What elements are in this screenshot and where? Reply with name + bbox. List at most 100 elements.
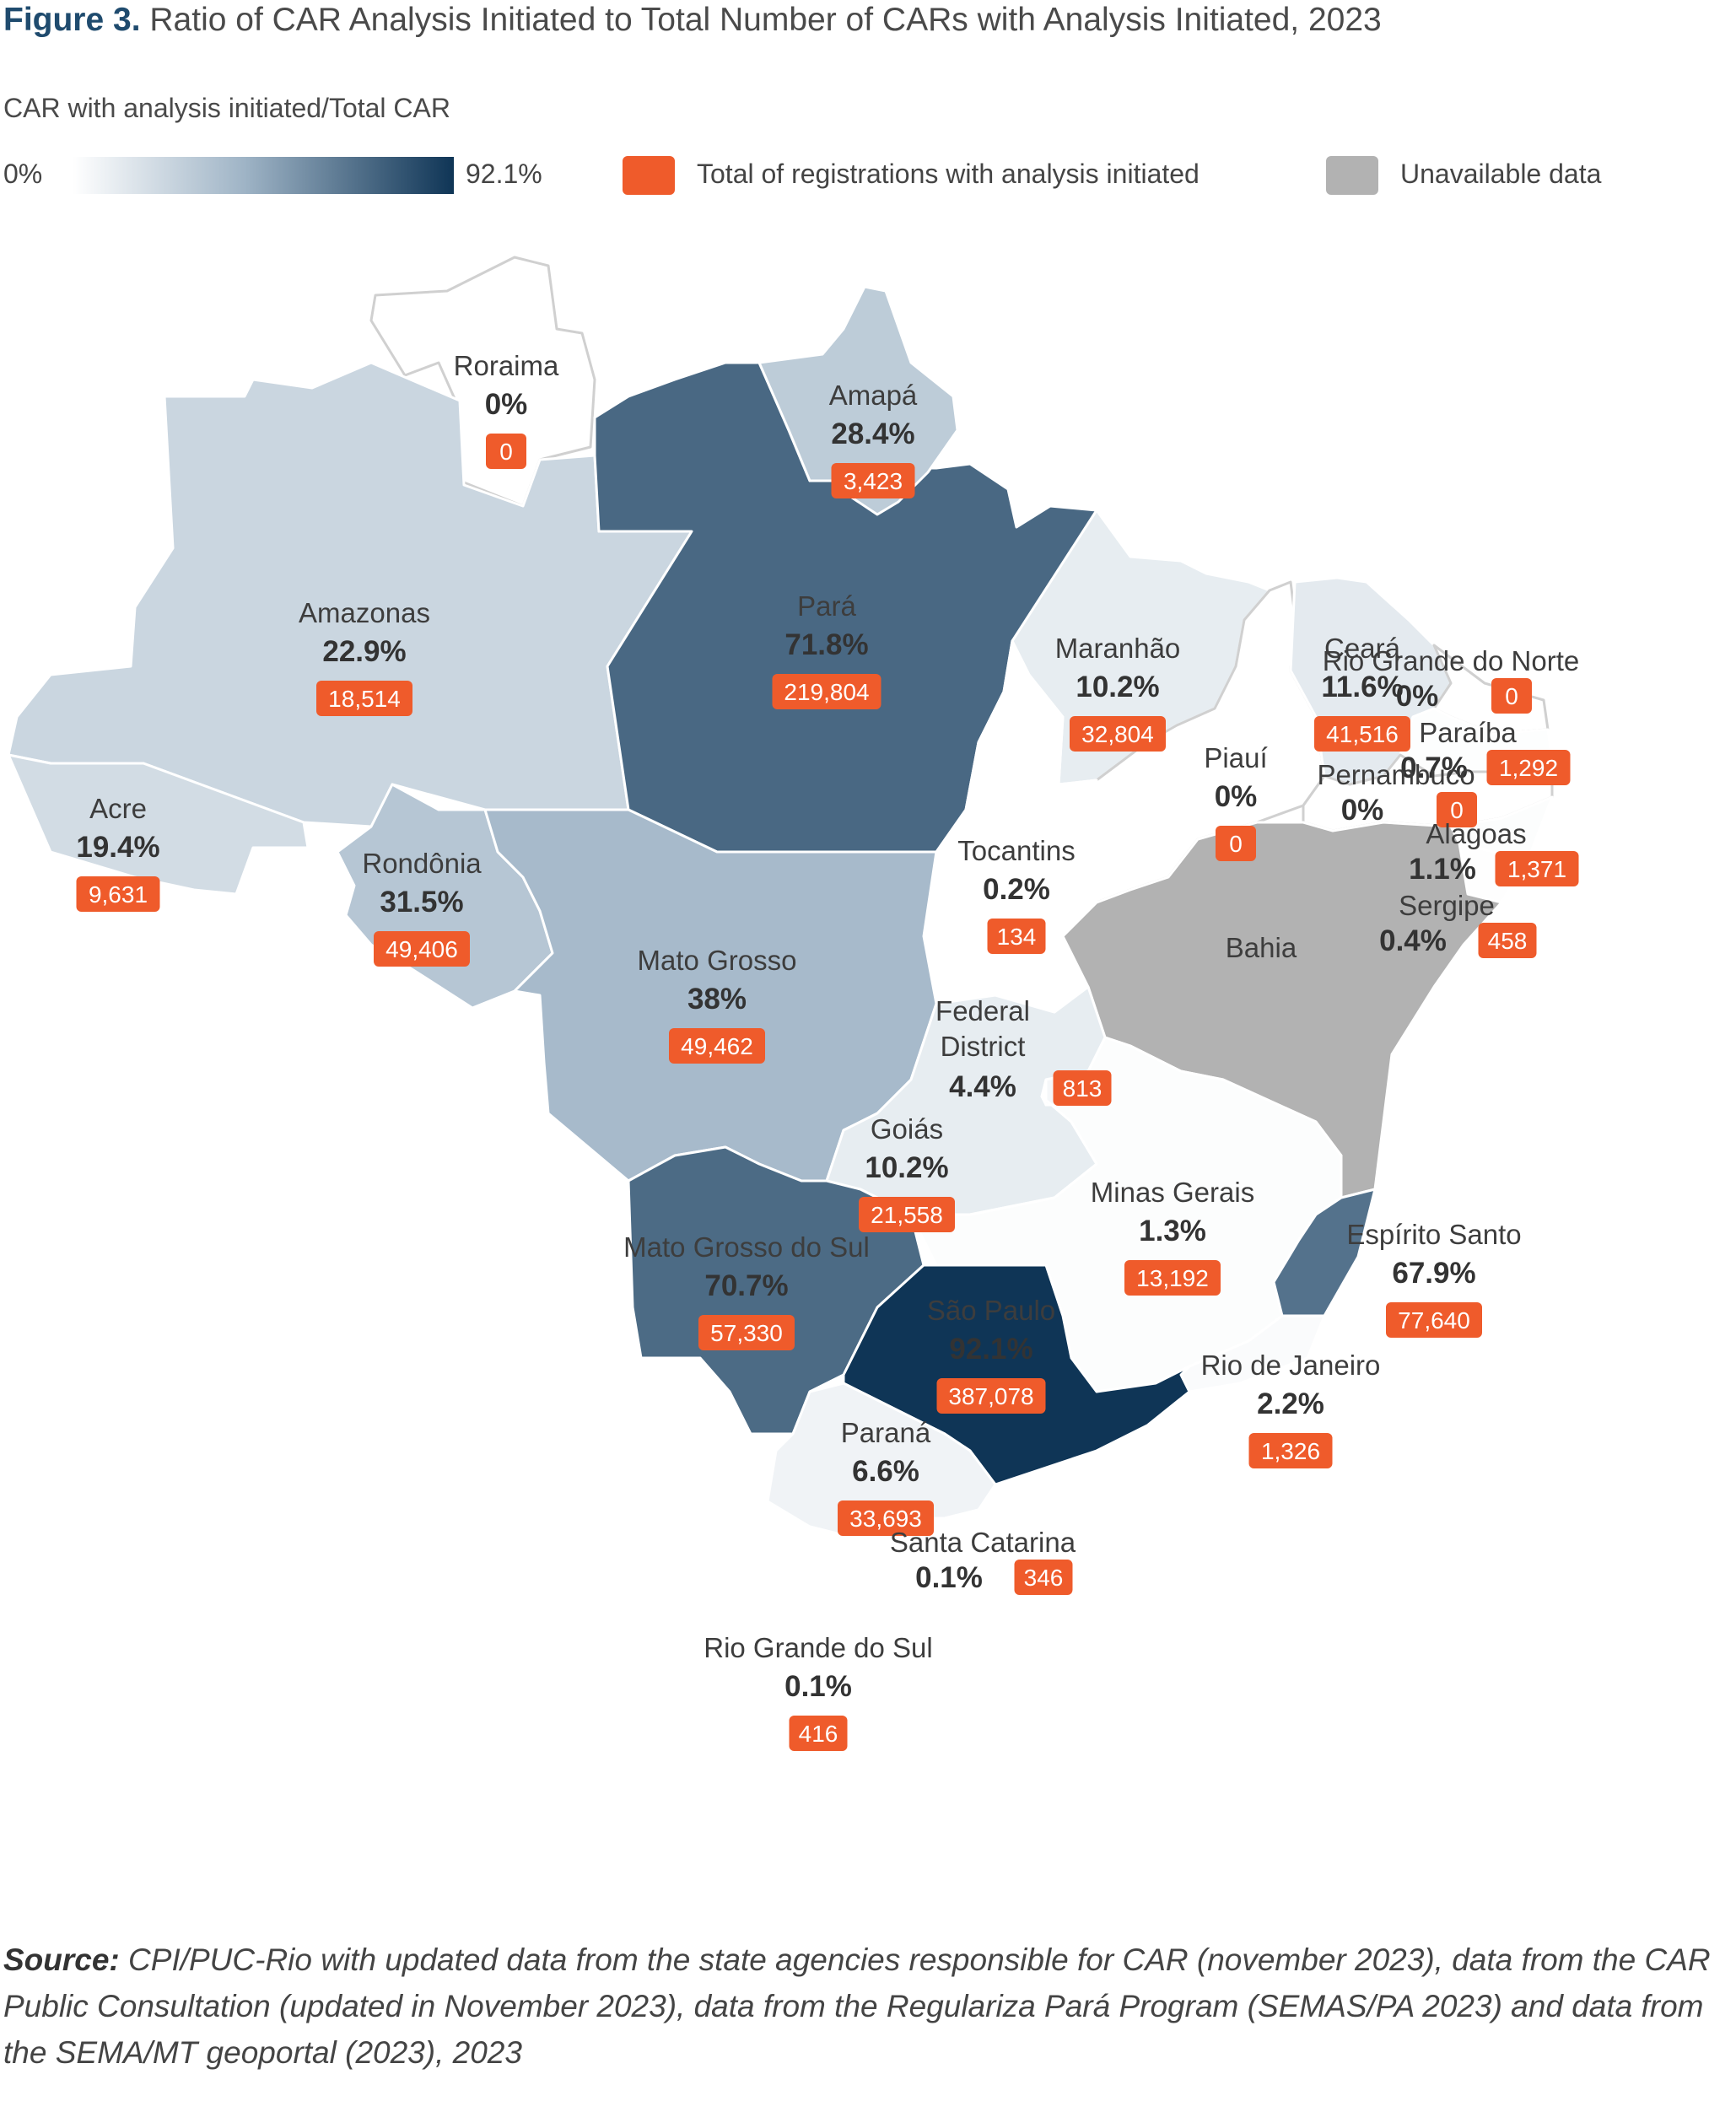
figure-title-text: Ratio of CAR Analysis Initiated to Total… bbox=[149, 2, 1382, 38]
state-count-rondonia: 49,406 bbox=[385, 936, 458, 962]
state-count-pernambuco: 0 bbox=[1450, 797, 1464, 823]
state-pct-alagoas: 1.1% bbox=[1409, 853, 1476, 886]
state-count-tocantins-box bbox=[987, 919, 1046, 954]
state-count-ceara-box bbox=[1314, 716, 1410, 752]
state-pct-mato-grosso-do-sul: 70.7% bbox=[704, 1269, 788, 1302]
state-count-rondonia-box bbox=[374, 931, 470, 967]
state-name-ceara: Ceará bbox=[1324, 633, 1401, 664]
legend: 0% 92.1% Total of registrations with ana… bbox=[0, 152, 1736, 202]
state-count-santa-catarina: 346 bbox=[1024, 1565, 1064, 1591]
state-count-rio-grande-do-sul-box bbox=[789, 1716, 848, 1751]
state-count-amazonas-box bbox=[316, 681, 412, 716]
state-count-ceara: 41,516 bbox=[1326, 721, 1399, 747]
state-count-roraima-box bbox=[486, 434, 526, 469]
source-text: CPI/PUC-Rio with updated data from the s… bbox=[3, 1942, 1711, 2070]
source-label: Source: bbox=[3, 1942, 120, 1977]
state-count-paraiba: 1,292 bbox=[1499, 755, 1558, 781]
state-pct-paraiba: 0.7% bbox=[1400, 752, 1468, 784]
state-name-mato-grosso-do-sul: Mato Grosso do Sul bbox=[623, 1231, 870, 1263]
state-amapa[interactable] bbox=[757, 285, 959, 516]
state-pct-tocantins: 0.2% bbox=[983, 873, 1050, 906]
legend-min-label: 0% bbox=[3, 159, 43, 189]
state-count-para: 219,804 bbox=[784, 679, 869, 705]
state-name-paraiba: Paraíba bbox=[1419, 717, 1517, 748]
state-pct-goias: 10.2% bbox=[865, 1151, 948, 1184]
state-count-minas-gerais-box bbox=[1124, 1260, 1221, 1296]
state-name-amazonas: Amazonas bbox=[299, 597, 430, 628]
state-count-pernambuco-box bbox=[1437, 792, 1477, 827]
state-count-rio-grande-do-norte: 0 bbox=[1505, 683, 1518, 709]
state-count-maranhao-box bbox=[1070, 716, 1166, 752]
state-pct-parana: 6.6% bbox=[852, 1455, 919, 1488]
state-count-goias: 21,558 bbox=[871, 1202, 943, 1228]
state-name-bahia: Bahia bbox=[1226, 932, 1297, 963]
state-pct-mato-grosso: 38% bbox=[687, 983, 747, 1016]
brazil-map: Roraima 0% 0 Amapá 28.4% 3,423 Amazonas 22.9% 18… bbox=[7, 256, 1579, 1840]
state-count-santa-catarina-box bbox=[1014, 1560, 1073, 1595]
legend-unavailable-swatch bbox=[1326, 156, 1378, 195]
state-count-mato-grosso: 49,462 bbox=[681, 1033, 753, 1059]
state-acre[interactable] bbox=[7, 753, 310, 896]
state-pct-espirito-santo: 67.9% bbox=[1392, 1257, 1475, 1290]
state-name-sao-paulo: São Paulo bbox=[927, 1295, 1055, 1326]
state-name-sergipe: Sergipe bbox=[1399, 890, 1495, 921]
state-count-rio-grande-do-sul: 416 bbox=[799, 1721, 838, 1747]
state-count-acre-box bbox=[76, 876, 160, 912]
state-pct-roraima: 0% bbox=[485, 388, 528, 421]
state-name-alagoas: Alagoas bbox=[1426, 818, 1526, 849]
state-count-goias-box bbox=[859, 1197, 955, 1232]
state-name-rio-grande-do-sul: Rio Grande do Sul bbox=[704, 1632, 933, 1663]
state-count-maranhao: 32,804 bbox=[1081, 721, 1154, 747]
state-pct-rio-grande-do-sul: 0.1% bbox=[784, 1670, 852, 1703]
state-count-amapa: 3,423 bbox=[844, 468, 903, 494]
state-count-amapa-box bbox=[831, 463, 915, 498]
legend-scale-title: CAR with analysis initiated/Total CAR bbox=[3, 93, 450, 123]
state-count-sao-paulo-box bbox=[936, 1378, 1046, 1414]
state-pct-rio-de-janeiro: 2.2% bbox=[1257, 1387, 1324, 1420]
state-name-piaui: Piauí bbox=[1204, 742, 1267, 773]
state-count-roraima: 0 bbox=[499, 439, 513, 465]
state-count-minas-gerais: 13,192 bbox=[1136, 1265, 1209, 1291]
state-pct-piaui: 0% bbox=[1215, 780, 1258, 813]
state-pct-ceara: 11.6% bbox=[1321, 671, 1403, 703]
state-count-sergipe-box bbox=[1478, 923, 1537, 958]
state-count-parana-box bbox=[838, 1500, 934, 1536]
state-count-para-box bbox=[772, 674, 881, 709]
state-count-acre: 9,631 bbox=[89, 881, 148, 908]
state-count-mato-grosso-box bbox=[669, 1028, 765, 1064]
state-name-goias: Goiás bbox=[871, 1113, 943, 1145]
figure-number: Figure 3. bbox=[3, 2, 141, 38]
state-count-espirito-santo: 77,640 bbox=[1398, 1307, 1470, 1333]
state-name-federal-district: Federal District bbox=[935, 995, 1030, 1062]
state-name-pernambuco: Pernambuco bbox=[1317, 759, 1475, 790]
state-pct-rio-grande-do-norte: 0% bbox=[1396, 680, 1439, 713]
state-rio-grande-do-sul[interactable] bbox=[648, 1542, 980, 1840]
state-count-mato-grosso-do-sul: 57,330 bbox=[710, 1320, 783, 1346]
state-pct-federal-district: 4.4% bbox=[949, 1070, 1016, 1103]
state-name-rio-de-janeiro: Rio de Janeiro bbox=[1201, 1350, 1381, 1381]
state-count-sergipe: 458 bbox=[1488, 928, 1528, 954]
state-pct-amazonas: 22.9% bbox=[322, 635, 406, 668]
state-pct-maranhao: 10.2% bbox=[1076, 671, 1159, 703]
legend-unavailable-label: Unavailable data bbox=[1400, 159, 1602, 189]
state-name-espirito-santo: Espírito Santo bbox=[1346, 1219, 1521, 1250]
state-name-minas-gerais: Minas Gerais bbox=[1091, 1177, 1254, 1208]
state-count-amazonas: 18,514 bbox=[328, 686, 401, 712]
state-pct-sergipe: 0.4% bbox=[1379, 924, 1447, 957]
source-note: Source: CPI/PUC-Rio with updated data fr… bbox=[3, 1937, 1724, 2076]
state-pct-santa-catarina: 0.1% bbox=[915, 1561, 983, 1594]
state-name-rondonia: Rondônia bbox=[362, 848, 482, 879]
state-count-rio-de-janeiro: 1,326 bbox=[1261, 1438, 1320, 1464]
state-count-alagoas: 1,371 bbox=[1507, 856, 1566, 882]
figure-title: Figure 3. Ratio of CAR Analysis Initiate… bbox=[3, 2, 1382, 39]
state-count-parana: 33,693 bbox=[849, 1506, 922, 1532]
state-count-rio-de-janeiro-box bbox=[1248, 1433, 1333, 1468]
state-count-mato-grosso-do-sul-box bbox=[698, 1315, 795, 1350]
state-name-amapa: Amapá bbox=[829, 380, 918, 411]
legend-max-label: 92.1% bbox=[466, 159, 542, 189]
state-name-para: Pará bbox=[797, 590, 856, 622]
state-pct-minas-gerais: 1.3% bbox=[1139, 1215, 1206, 1247]
state-count-piaui: 0 bbox=[1229, 831, 1243, 857]
state-name-mato-grosso: Mato Grosso bbox=[638, 945, 797, 976]
state-count-federal-district: 813 bbox=[1063, 1075, 1103, 1102]
